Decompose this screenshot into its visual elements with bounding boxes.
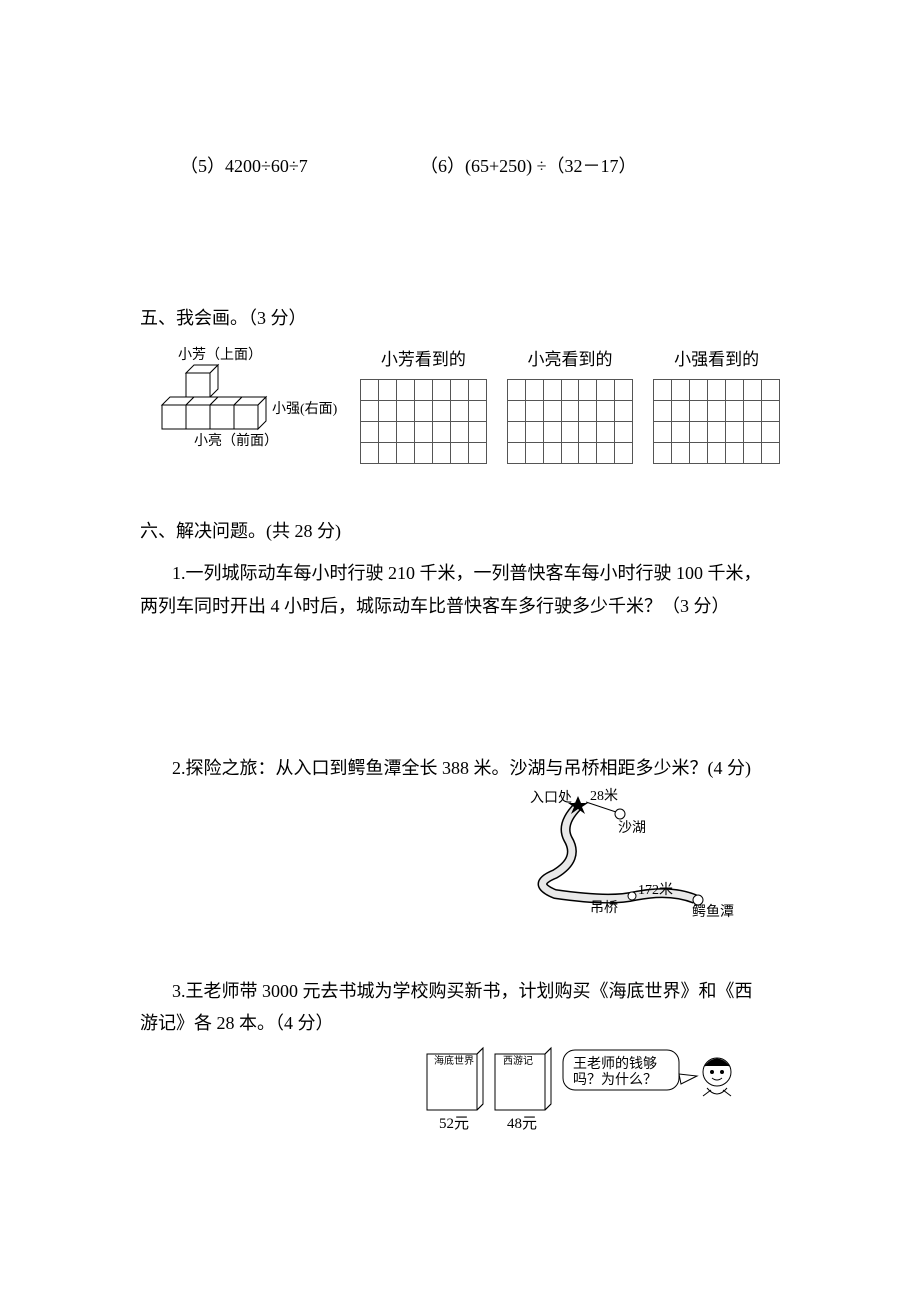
book1-price: 52元 [439,1116,469,1132]
cube-label-front: 小亮（前面） [194,432,278,449]
answer-grid-table-1 [507,379,634,464]
map-d1: 28米 [590,788,618,804]
map-bridge-label: 吊桥 [590,900,618,916]
book2-price: 48元 [507,1116,537,1132]
section-5-title: 五、我会画。（3 分） [140,302,780,334]
q6-3: 3.王老师带 3000 元去书城为学校购买新书，计划购买《海底世界》和《西 游记… [172,975,780,1150]
expression-5: （5）4200÷60÷7 [180,150,420,182]
bubble-line2: 吗？为什么？ [573,1072,657,1088]
map-lake-label: 沙湖 [618,820,646,836]
map-entry-label: 入口处 [530,790,572,806]
expression-6: （6）(65+250) ÷（32－17） [420,150,637,182]
q6-2: 2.探险之旅：从入口到鳄鱼潭全长 388 米。沙湖与吊桥相距多少米？(4 分) … [172,752,780,935]
answer-grid-2: 小强看到的 [653,345,780,465]
q6-1-line1: 1.一列城际动车每小时行驶 210 千米，一列普快客车每小时行驶 100 千米， [172,557,780,589]
answer-grid-title-1: 小亮看到的 [507,345,634,376]
answer-grid-1: 小亮看到的 [507,345,634,465]
expression-row: （5）4200÷60÷7 （6）(65+250) ÷（32－17） [180,150,780,182]
cube-label-top: 小芳（上面） [178,346,262,363]
q6-3-line2: 游记》各 28 本。（4 分） [140,1007,780,1039]
q6-1-line2: 两列车同时开出 4 小时后，城际动车比普快客车多行驶多少千米？（3 分） [140,590,780,622]
cube-label-right: 小强(右面) [272,401,338,417]
section-6-title: 六、解决问题。(共 28 分) [140,515,780,547]
cube-figure: 小芳（上面） 小强(右面) 小亮（前面） [140,345,350,475]
q6-3-line1: 3.王老师带 3000 元去书城为学校购买新书，计划购买《海底世界》和《西 [172,975,780,1007]
q6-3-figure: 海底世界 52元 西游记 48元 王老师的钱够 吗？为什么？ [402,1040,780,1150]
q5-figure-row: 小芳（上面） 小强(右面) 小亮（前面） 小芳看到的小亮看到的小强看到的 [140,345,780,475]
answer-grid-0: 小芳看到的 [360,345,487,465]
answer-grid-title-2: 小强看到的 [653,345,780,376]
q6-2-map: 入口处 28米 沙湖 吊桥 172米 鳄鱼潭 [172,784,760,934]
answer-grid-table-0 [360,379,487,464]
answer-grid-table-2 [653,379,780,464]
map-d2: 172米 [638,882,673,898]
answer-grids: 小芳看到的小亮看到的小强看到的 [360,345,780,465]
book1-title: 海底世界 [434,1054,474,1067]
answer-grid-title-0: 小芳看到的 [360,345,487,376]
q6-1: 1.一列城际动车每小时行驶 210 千米，一列普快客车每小时行驶 100 千米，… [172,557,780,622]
map-croc-label: 鳄鱼潭 [692,903,734,920]
book2-title: 西游记 [503,1054,533,1067]
bubble-line1: 王老师的钱够 [573,1056,657,1072]
q6-2-text: 2.探险之旅：从入口到鳄鱼潭全长 388 米。沙湖与吊桥相距多少米？(4 分) [172,752,780,784]
